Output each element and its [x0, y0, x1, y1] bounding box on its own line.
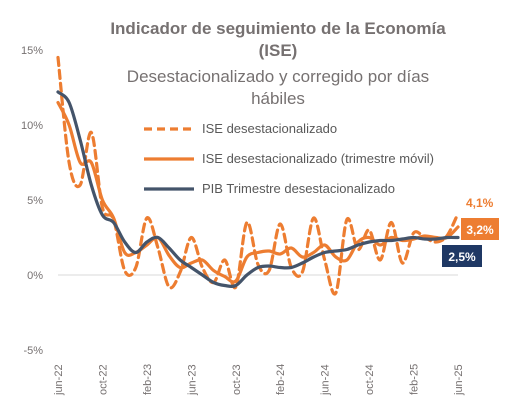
series-line-ise	[56, 55, 460, 296]
series-line-pib	[56, 90, 460, 289]
chart-subtitle-line-2: hábiles	[251, 89, 305, 108]
end-label-ise-trimestre: 3,2%	[466, 223, 494, 237]
x-tick-label: oct-23	[231, 364, 243, 395]
x-tick-label: jun-24	[320, 364, 332, 396]
y-axis: 15% 10% 5% 0% -5%	[21, 45, 458, 357]
end-label-ise-trimestre-box	[461, 218, 499, 240]
end-label-pib-box	[442, 245, 482, 267]
legend: ISE desestacionalizado ISE desestacional…	[144, 121, 434, 196]
y-tick-label: 10%	[21, 120, 43, 132]
chart-title-line-1: Indicador de seguimiento de la Economía	[110, 19, 446, 38]
x-tick-label: jun-25	[453, 364, 465, 396]
chart-subtitle-line-1: Desestacionalizado y corregido por días	[127, 67, 429, 86]
legend-label-ise-trimestre: ISE desestacionalizado (trimestre móvil)	[202, 151, 434, 166]
end-labels: 4,1% 3,2% 2,5%	[442, 196, 499, 267]
x-tick-label: jun-22	[53, 364, 65, 396]
y-tick-label: 5%	[27, 195, 43, 207]
end-label-ise: 4,1%	[466, 196, 494, 210]
y-tick-label: -5%	[23, 345, 43, 357]
series-line-ise-trimestre	[56, 100, 460, 284]
x-tick-label: feb-23	[142, 364, 154, 395]
end-label-pib: 2,5%	[448, 250, 476, 264]
series-layer	[56, 55, 460, 296]
x-tick-label: feb-24	[275, 364, 287, 395]
y-tick-label: 0%	[27, 270, 43, 282]
x-tick-label: oct-24	[364, 364, 376, 395]
legend-label-pib: PIB Trimestre desestacionalizado	[202, 181, 395, 196]
x-tick-label: feb-25	[409, 364, 421, 395]
chart-title-line-2: (ISE)	[259, 41, 298, 60]
x-tick-label: jun-23	[186, 364, 198, 396]
x-tick-label: oct-22	[97, 364, 109, 395]
chart-title: Indicador de seguimiento de la Economía …	[110, 19, 446, 108]
x-axis: jun-22 oct-22 feb-23 jun-23 oct-23 feb-24 jun-…	[53, 364, 465, 396]
y-tick-label: 15%	[21, 45, 43, 57]
legend-label-ise: ISE desestacionalizado	[202, 121, 337, 136]
